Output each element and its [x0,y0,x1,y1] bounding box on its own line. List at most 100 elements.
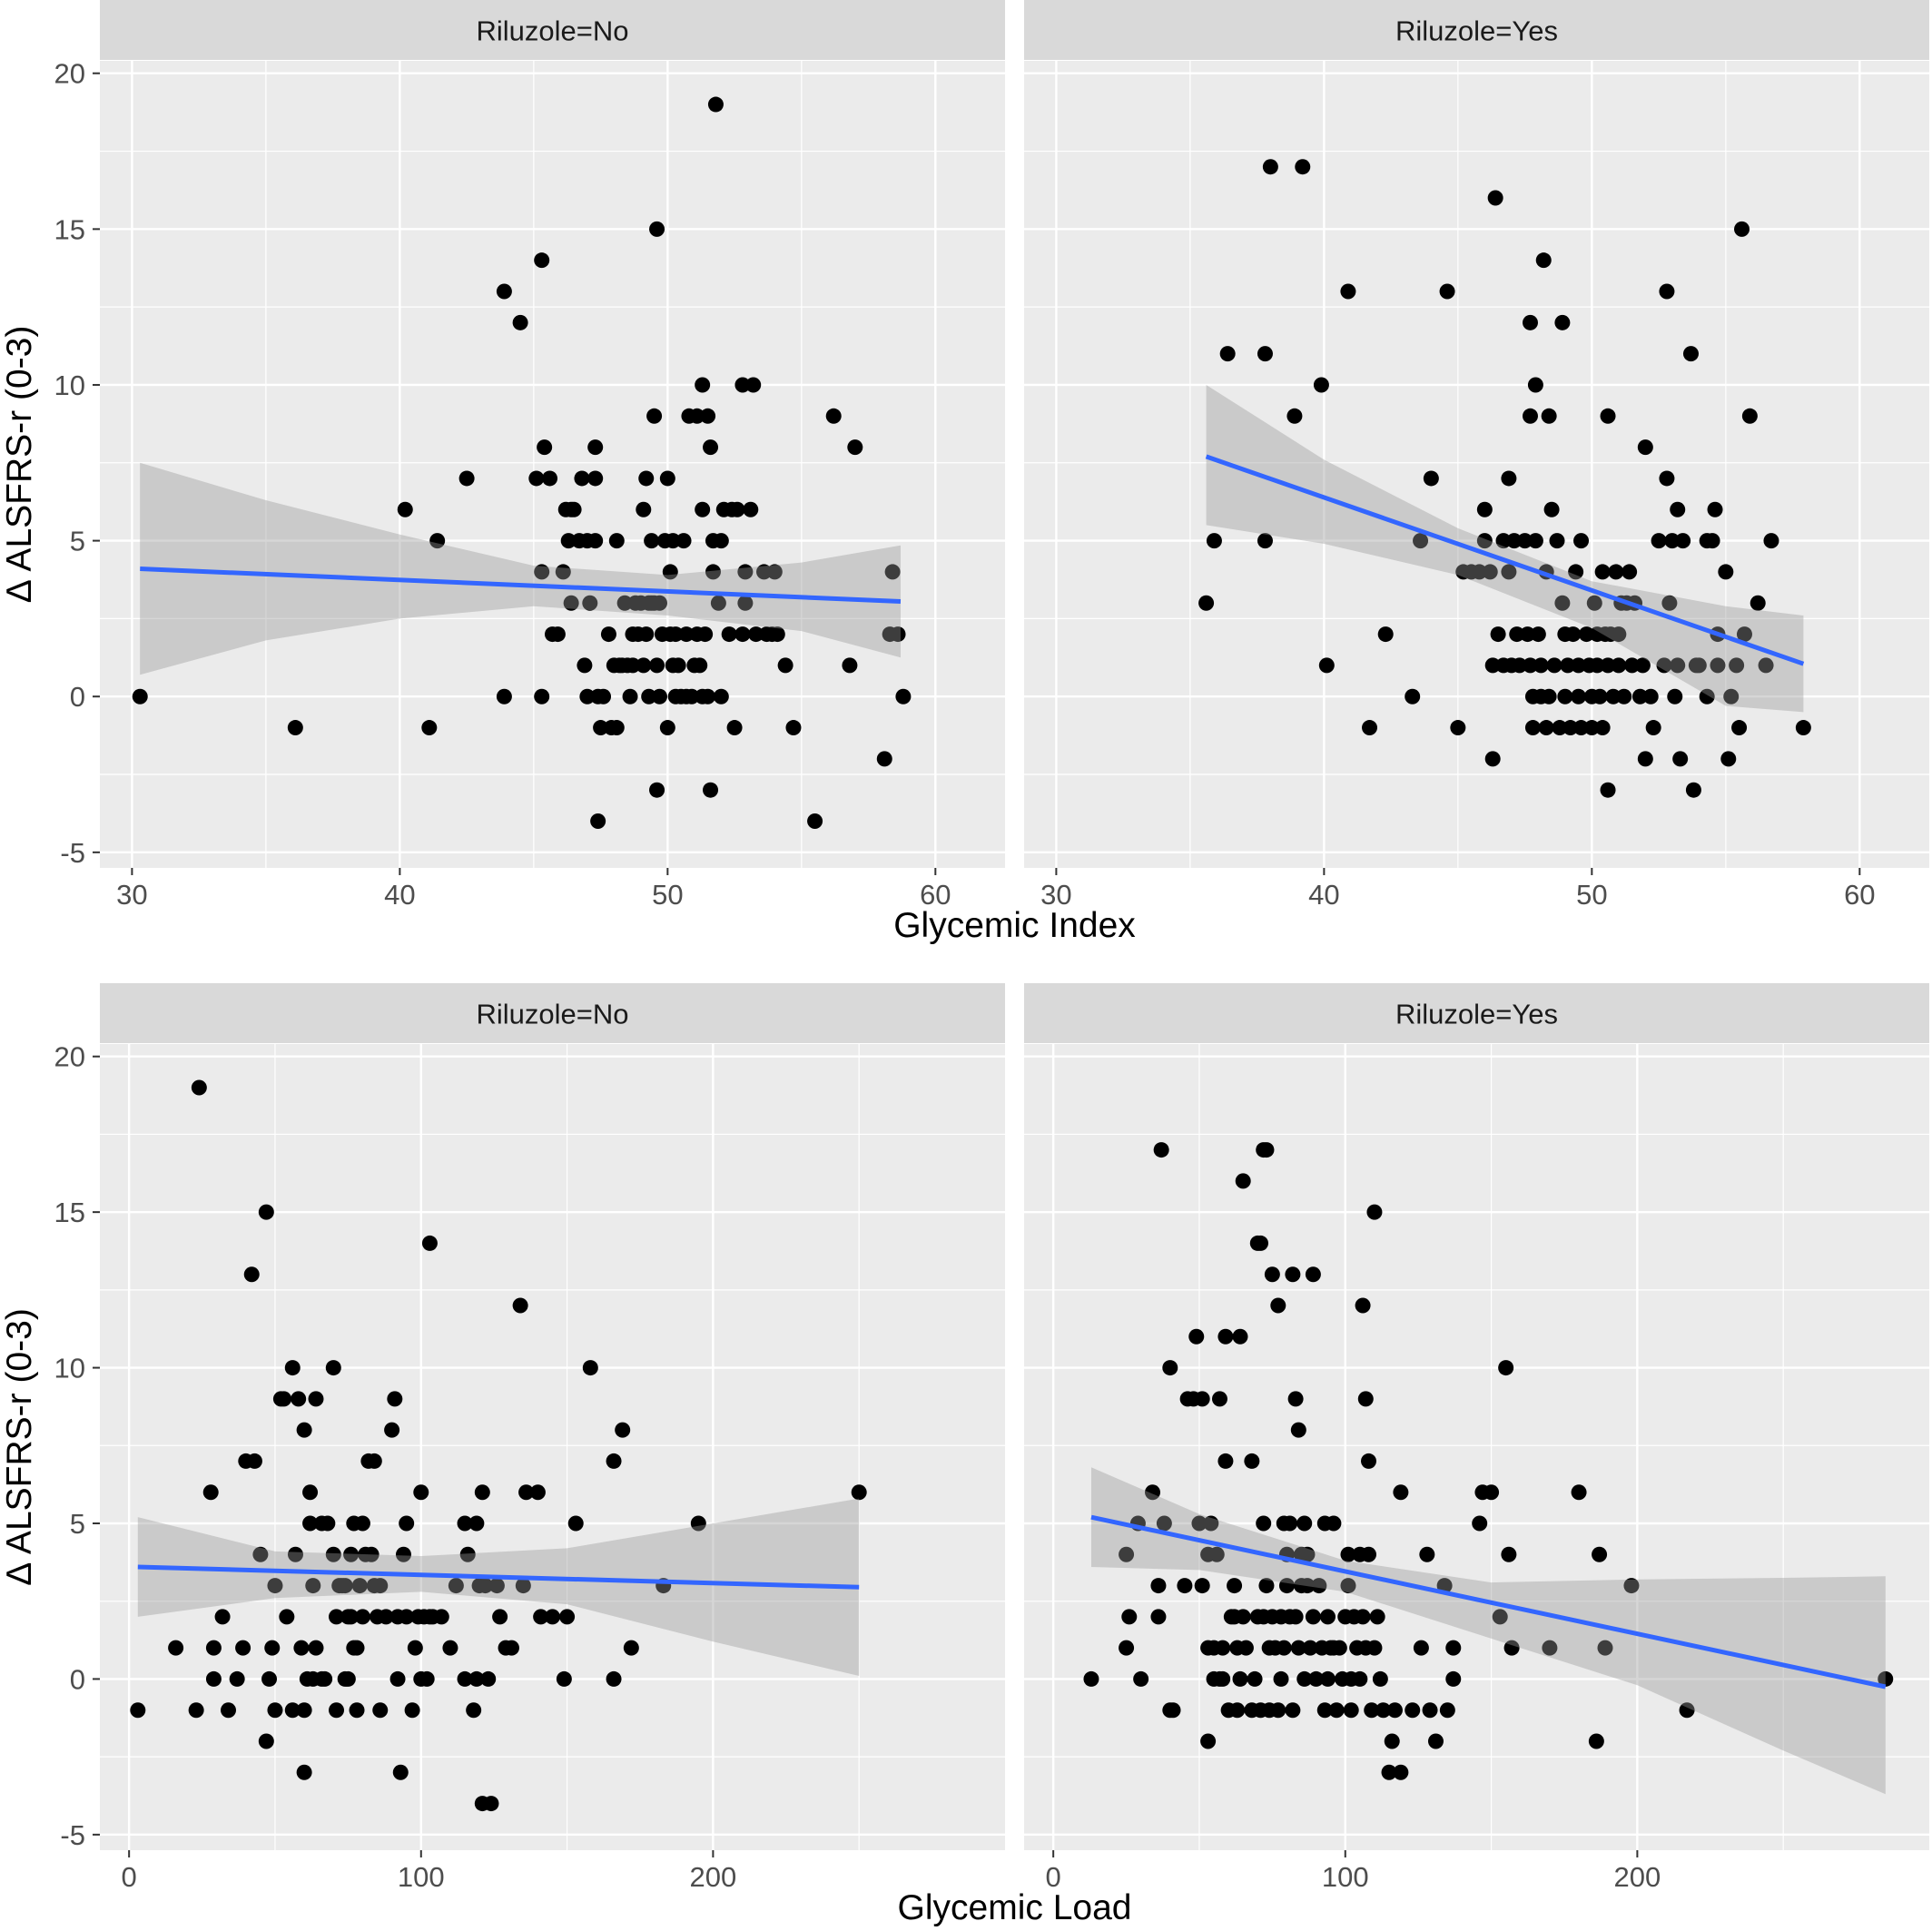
scatter-point [1520,626,1536,643]
scatter-point [1235,1173,1251,1189]
scatter-point [579,688,596,704]
scatter-point [214,1609,231,1625]
scatter-points [1083,1142,1894,1780]
facet-strip [100,0,1005,60]
scatter-point [689,408,705,424]
scatter-point [560,533,577,549]
scatter-point [372,1702,389,1719]
y-tick-label: 15 [54,213,85,245]
scatter-point [1276,1640,1292,1656]
scatter-point [343,1609,360,1625]
scatter-point [1328,1702,1345,1719]
scatter-point [1484,657,1501,674]
scatter-point [608,720,625,736]
scatter-point [1215,1670,1231,1687]
scatter-point [1194,1578,1210,1594]
facet-strip [100,983,1005,1043]
scatter-point [1386,1702,1403,1719]
scatter-point [748,626,764,643]
scatter-point [555,564,571,580]
scatter-point [1355,1297,1371,1314]
scatter-point [1501,470,1517,487]
scatter-point [320,1515,336,1532]
scatter-point [1427,1733,1444,1749]
scatter-point [1145,1484,1161,1501]
scatter-point [448,1578,464,1594]
scatter-point [1670,501,1686,517]
scatter-point [641,688,657,704]
scatter-point [659,470,675,487]
scatter-point [582,595,598,611]
scatter-point [606,1670,622,1687]
scatter-point [1533,657,1549,674]
scatter-point [1227,1578,1243,1594]
scatter-point [1571,688,1587,704]
scatter-point [243,1266,260,1283]
scatter-point [474,1484,490,1501]
scatter-point [205,1670,222,1687]
scatter-point [1542,1640,1558,1656]
scatter-point [713,688,729,704]
scatter-point [608,533,625,549]
regression-line [1205,454,1805,666]
scatter-point [695,377,711,393]
scatter-point [825,408,842,424]
scatter-point [512,314,528,330]
scatter-point [308,1391,324,1407]
scatter-point [235,1640,251,1656]
panel-background [1024,61,1929,868]
scatter-point [1878,1670,1894,1687]
scatter-point [574,470,590,487]
scatter-point [308,1640,324,1656]
scatter-point [1366,1204,1383,1220]
scatter-point [670,657,686,674]
scatter-point [651,595,667,611]
scatter-point [1352,1670,1368,1687]
scatter-point [1571,1484,1587,1501]
scatter-point [1439,1702,1455,1719]
scatter-point [690,1515,706,1532]
scatter-point [1664,533,1681,549]
scatter-point [616,595,633,611]
y-tick-label: 20 [54,58,85,90]
scatter-point [1588,1733,1604,1749]
scatter-point [534,252,550,269]
scatter-point [1512,657,1528,674]
scatter-point [697,626,714,643]
scatter-point [587,470,604,487]
scatter-point [395,1546,411,1562]
scatter-point [1299,1578,1316,1594]
scatter-point [1734,221,1750,237]
scatter-point [1554,314,1571,330]
scatter-point [1362,720,1378,736]
scatter-point [397,501,413,517]
scatter-point [468,1515,485,1532]
scatter-point [325,1360,341,1376]
scatter-point [1651,533,1667,549]
scatter-point [480,1670,497,1687]
scatter-point [1287,1609,1304,1625]
scatter-point [1450,720,1466,736]
scatter-point [1637,751,1653,767]
scatter-point [1557,688,1573,704]
scatter-point [221,1702,237,1719]
scatter-point [202,1484,219,1501]
scatter-point [1413,1640,1429,1656]
scatter-point [302,1515,319,1532]
scatter-point [1375,1702,1392,1719]
scatter-point [1538,720,1554,736]
confidence-band [137,1498,860,1676]
scatter-point [378,1609,394,1625]
scatter-point [582,1360,598,1376]
regression-line [1090,1514,1887,1690]
scatter-point [1586,595,1602,611]
scatter-point [1308,1670,1325,1687]
scatter-point [649,221,665,237]
scatter-point [1316,1702,1333,1719]
scatter-point [1296,1670,1313,1687]
scatter-point [1501,564,1517,580]
scatter-point [1282,1515,1298,1532]
scatter-point [1501,1546,1517,1562]
scatter-point [1247,1670,1263,1687]
scatter-point [1422,1702,1438,1719]
